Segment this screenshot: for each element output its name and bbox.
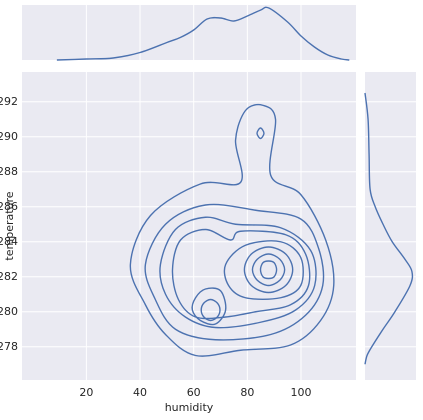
contour-line (243, 246, 294, 294)
contour-line (256, 127, 265, 140)
contour-line (223, 240, 304, 300)
contour-line (129, 103, 335, 357)
main-axes (22, 72, 356, 380)
y-tick-label: 288 (0, 165, 18, 178)
contour-line (251, 253, 286, 287)
x-tick-label: 80 (240, 386, 254, 399)
contour-line (144, 203, 325, 341)
x-tick-label: 40 (133, 386, 147, 399)
y-axis-label: temperature (3, 191, 16, 260)
contour-line (200, 298, 221, 322)
marginal-density (364, 92, 414, 365)
x-tick-label: 20 (79, 386, 93, 399)
marginal-density (56, 6, 350, 61)
y-tick-label: 278 (0, 340, 18, 353)
contour-line (191, 287, 227, 326)
y-tick-label: 286 (0, 200, 18, 213)
contour-line (171, 228, 311, 320)
y-tick-label: 284 (0, 235, 18, 248)
y-tick-label: 290 (0, 130, 18, 143)
y-tick-label: 280 (0, 305, 18, 318)
x-tick-label: 100 (291, 386, 312, 399)
x-tick-label: 60 (187, 386, 201, 399)
contour-line (259, 260, 278, 280)
y-tick-label: 292 (0, 95, 18, 108)
x-axis-label: humidity (165, 401, 214, 414)
contour-line (159, 216, 317, 329)
y-tick-label: 282 (0, 270, 18, 283)
right-marginal-axes (365, 72, 416, 380)
